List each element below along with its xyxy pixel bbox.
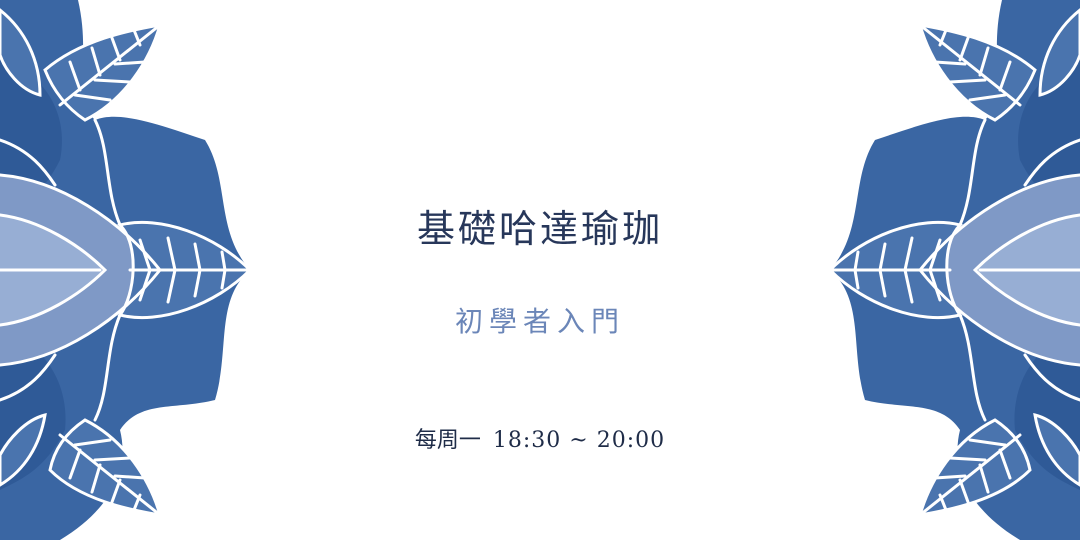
- schedule: 每周一 18:30 ~ 20:00: [0, 422, 1080, 454]
- right-leaf-decoration-icon: [810, 0, 1080, 540]
- course-subtitle: 初學者入門: [454, 305, 625, 338]
- schedule-time: 18:30 ~ 20:00: [492, 428, 666, 453]
- schedule-day: 每周一: [414, 428, 481, 453]
- left-leaf-decoration-icon: [0, 0, 270, 540]
- course-title: 基礎哈達瑜珈: [416, 207, 663, 251]
